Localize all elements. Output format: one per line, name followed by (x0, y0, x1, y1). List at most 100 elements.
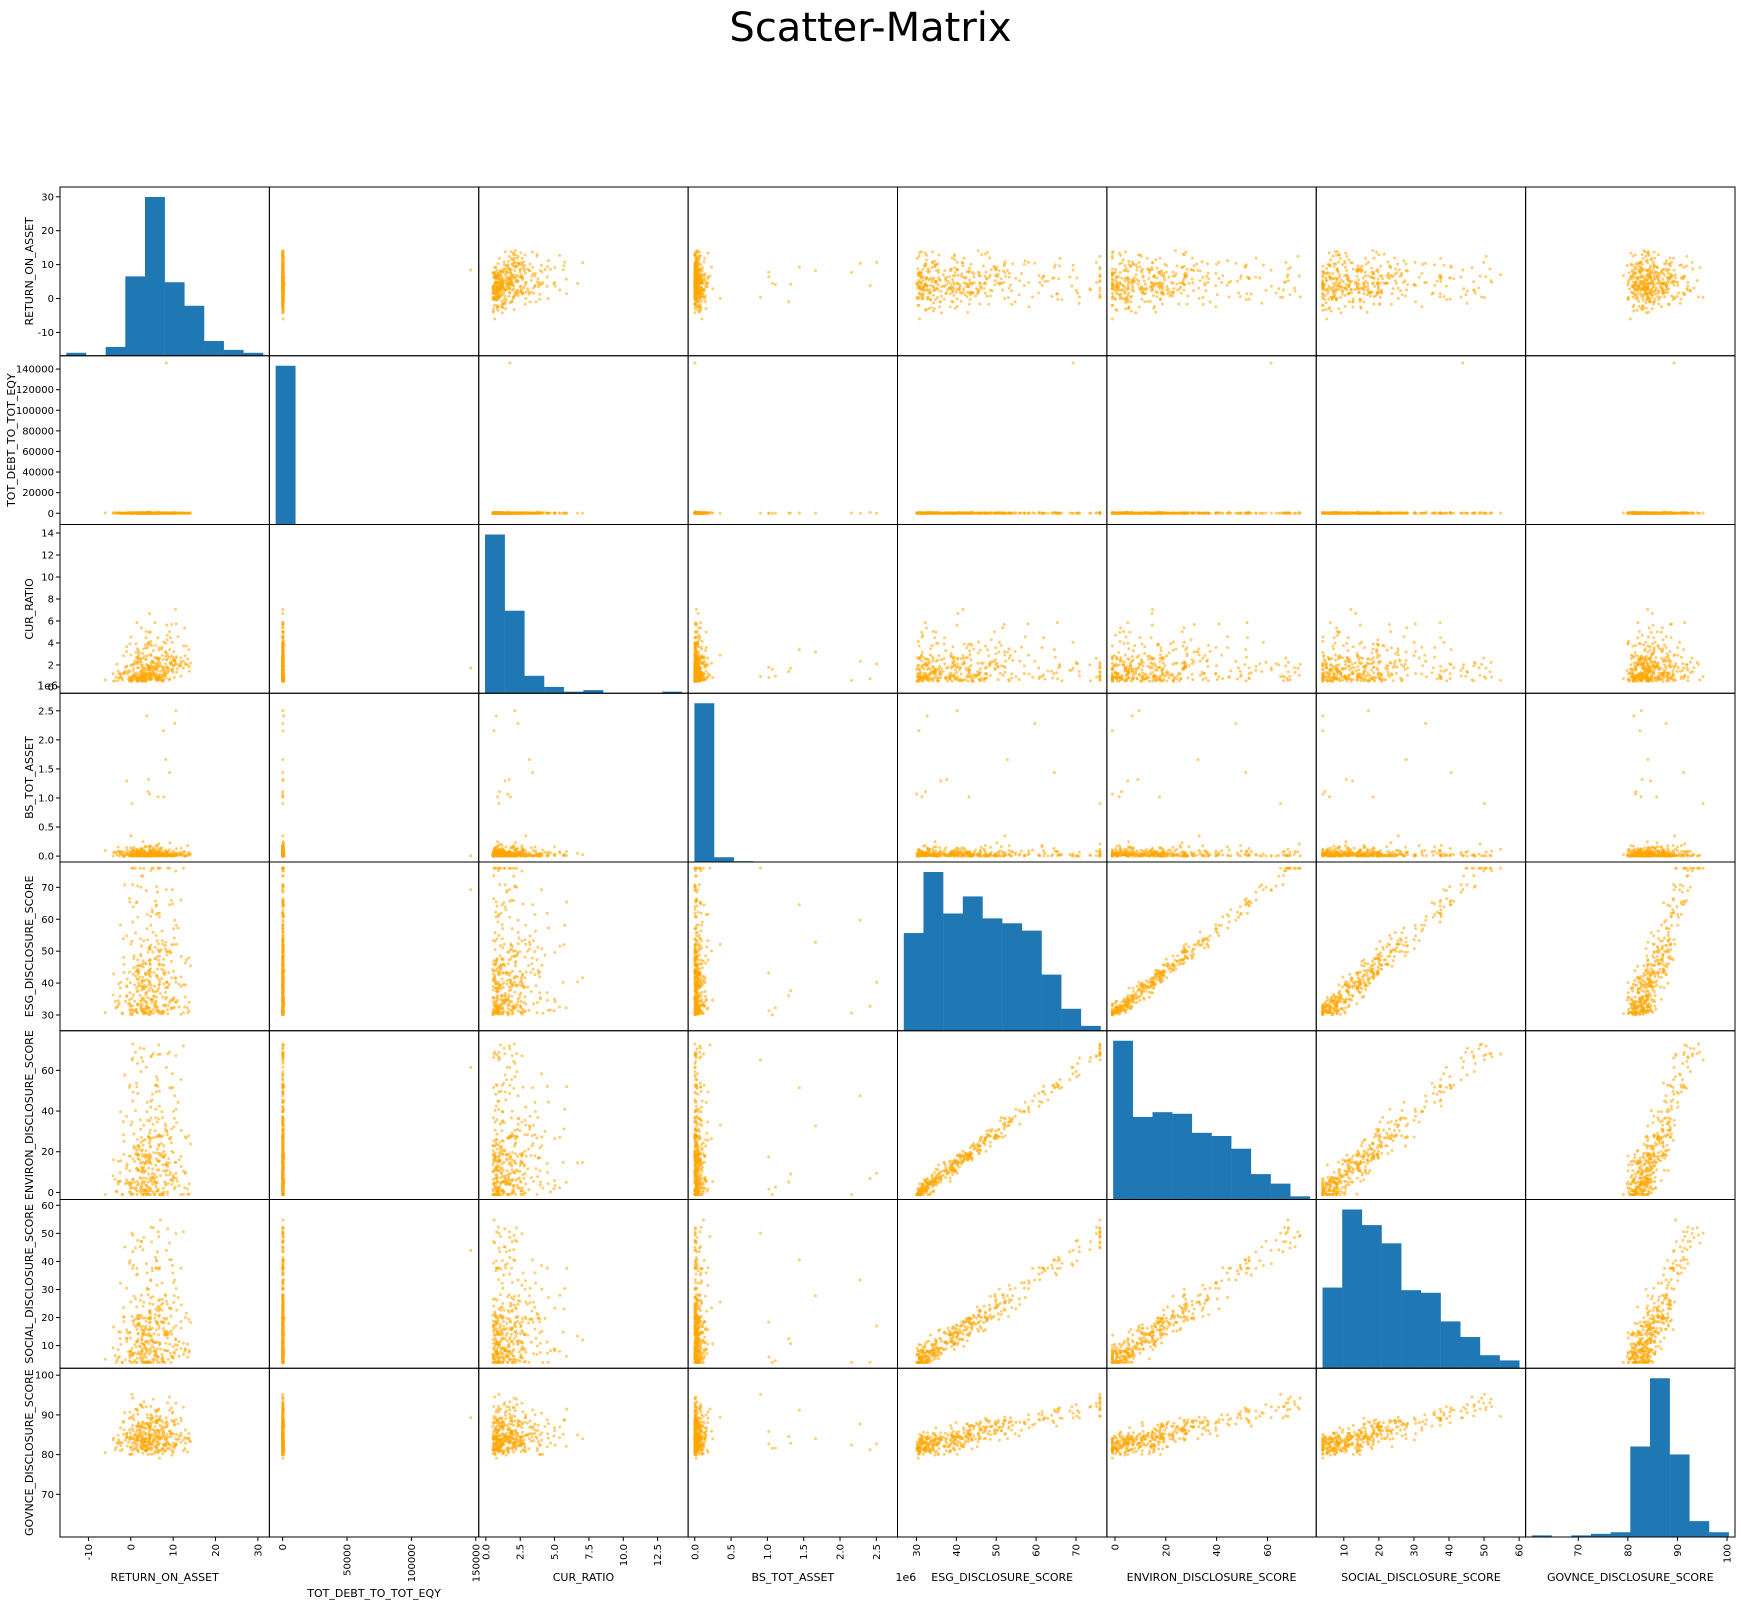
scatter-point (1659, 285, 1663, 289)
scatter-point (523, 302, 527, 306)
scatter-point (1334, 511, 1338, 515)
scatter-point (1121, 288, 1125, 292)
scatter-point (1247, 276, 1251, 280)
scatter-point (703, 300, 707, 304)
scatter-point (492, 303, 496, 307)
scatter-point (697, 250, 701, 254)
scatter-point (693, 302, 697, 306)
scatter-point (1003, 260, 1007, 264)
scatter-point (1192, 264, 1196, 268)
scatter-point (1657, 275, 1661, 279)
scatter-point (581, 261, 585, 265)
scatter-point (513, 249, 517, 253)
scatter-point (1641, 298, 1645, 302)
scatter-point (1111, 250, 1115, 254)
scatter-point (759, 511, 762, 515)
scatter-point (1499, 273, 1503, 277)
scatter-point (925, 258, 928, 262)
scatter-point (1345, 277, 1349, 281)
scatter-point (1350, 261, 1354, 265)
scatter-point (693, 511, 697, 515)
cell-return_on_asset-vs-return_on_asset (59, 186, 270, 357)
scatter-point (1674, 276, 1678, 280)
scatter-point (1652, 250, 1656, 254)
scatter-point (1632, 303, 1636, 307)
scatter-point (1245, 292, 1249, 296)
scatter-point (694, 256, 698, 260)
scatter-point (1631, 254, 1635, 258)
scatter-point (1217, 260, 1221, 264)
scatter-point (179, 511, 183, 515)
scatter-point (1664, 290, 1668, 294)
scatter-point (1236, 279, 1239, 283)
scatter-point (1058, 511, 1062, 515)
cell-tot_debt_to_tot_eqy-vs-tot_debt_to_tot_eqy (268, 355, 480, 525)
scatter-point (1647, 250, 1650, 254)
scatter-point (1195, 262, 1199, 266)
scatter-point (1198, 279, 1202, 283)
scatter-point (1691, 267, 1695, 271)
scatter-point (553, 266, 557, 269)
scatter-point (1637, 304, 1641, 308)
scatter-point (1331, 254, 1335, 258)
scatter-point (963, 276, 967, 280)
scatter-point (988, 256, 992, 260)
scatter-point (951, 289, 955, 293)
scatter-point (693, 311, 697, 315)
scatter-point (1396, 262, 1400, 266)
scatter-point (814, 511, 817, 515)
scatter-point (545, 265, 549, 269)
scatter-point (1336, 270, 1340, 274)
scatter-point (512, 287, 516, 291)
scatter-point (972, 275, 976, 279)
scatter-point (1376, 268, 1380, 272)
scatter-point (982, 287, 986, 291)
scatter-point (1003, 296, 1007, 300)
scatter-point (945, 511, 949, 515)
scatter-point (558, 511, 561, 515)
scatter-point (1264, 288, 1268, 292)
scatter-point (1014, 276, 1018, 280)
scatter-point (1247, 511, 1251, 515)
scatter-point (518, 285, 522, 289)
scatter-point (1366, 274, 1370, 278)
scatter-point (700, 299, 704, 303)
scatter-point (1125, 296, 1129, 299)
scatter-point (528, 300, 532, 304)
scatter-point (1179, 285, 1183, 289)
scatter-point (502, 292, 506, 296)
scatter-point (1197, 511, 1201, 515)
scatter-point (1071, 361, 1075, 365)
scatter-point (494, 292, 498, 296)
scatter-point (984, 252, 988, 256)
hist-bar (105, 346, 126, 356)
scatter-point (543, 511, 547, 515)
scatter-point (1668, 302, 1671, 306)
scatter-point (492, 307, 496, 311)
scatter-point (931, 511, 935, 514)
scatter-point (1173, 274, 1177, 278)
scatter-point (1164, 270, 1168, 274)
scatter-point (1402, 259, 1406, 263)
scatter-point (1669, 281, 1673, 285)
scatter-point (1674, 273, 1678, 277)
scatter-point (1346, 292, 1350, 296)
scatter-point (1673, 296, 1677, 300)
scatter-point (1281, 295, 1285, 299)
scatter-point (113, 511, 117, 514)
scatter-point (1117, 292, 1120, 296)
scatter-point (1357, 278, 1361, 282)
scatter-point (930, 265, 934, 269)
scatter-point (1160, 302, 1164, 306)
scatter-point (505, 271, 509, 275)
scatter-point (1040, 283, 1044, 287)
scatter-point (1669, 274, 1673, 278)
scatter-point (504, 269, 508, 273)
scatter-point (103, 511, 107, 515)
scatter-point (1359, 511, 1362, 515)
scatter-point (1046, 279, 1050, 283)
cell-return_on_asset-vs-tot_debt_to_tot_eqy (268, 186, 480, 357)
hist-bar (125, 276, 146, 356)
scatter-point (1148, 285, 1152, 289)
scatter-point (787, 300, 791, 304)
